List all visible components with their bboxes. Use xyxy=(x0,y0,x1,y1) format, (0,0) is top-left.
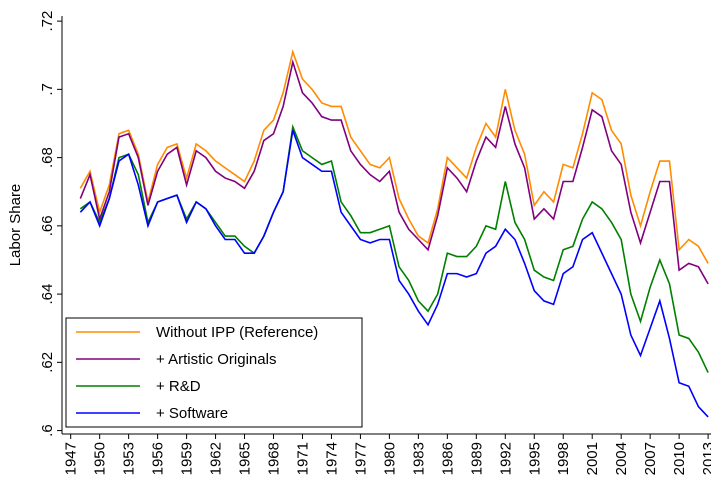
x-tick-label: 1974 xyxy=(323,442,340,475)
x-tick-label: 1995 xyxy=(526,442,543,475)
x-tick-label: 1968 xyxy=(266,442,283,475)
x-tick-label: 1971 xyxy=(294,442,311,475)
x-tick-label: 2004 xyxy=(613,442,630,475)
legend-label: + Artistic Originals xyxy=(156,351,276,368)
x-tick-label: 1998 xyxy=(555,442,572,475)
x-tick-label: 1947 xyxy=(63,442,80,475)
y-tick-label: .66 xyxy=(39,215,56,236)
x-tick-label: 1983 xyxy=(410,442,427,475)
legend-label: + Software xyxy=(156,405,228,422)
x-tick-label: 1992 xyxy=(497,442,514,475)
x-tick-label: 1989 xyxy=(468,442,485,475)
y-tick-label: .6 xyxy=(39,424,56,437)
y-tick-label: .68 xyxy=(39,147,56,168)
y-tick-label: .72 xyxy=(39,11,56,32)
x-tick-label: 1980 xyxy=(381,442,398,475)
x-tick-label: 2013 xyxy=(700,442,711,475)
legend-label: + R&D xyxy=(156,378,201,395)
series-line xyxy=(79,130,709,418)
x-tick-label: 2010 xyxy=(671,442,688,475)
x-tick-label: 1977 xyxy=(352,442,369,475)
x-tick-label: 1956 xyxy=(150,442,167,475)
x-tick-label: 1962 xyxy=(208,442,225,475)
x-tick-label: 2001 xyxy=(584,442,601,475)
x-tick-label: 2007 xyxy=(642,442,659,475)
legend-label: Without IPP (Reference) xyxy=(156,324,318,341)
x-tick-label: 1959 xyxy=(179,442,196,475)
y-tick-label: .62 xyxy=(39,352,56,373)
x-tick-label: 1950 xyxy=(92,442,109,475)
y-tick-label: .64 xyxy=(39,284,56,305)
y-axis-label: Labor Share xyxy=(7,184,24,267)
series-line xyxy=(79,123,709,373)
x-tick-label: 1953 xyxy=(121,442,138,475)
series-line xyxy=(79,48,709,264)
x-tick-label: 1965 xyxy=(237,442,254,475)
y-tick-label: .7 xyxy=(39,83,56,96)
x-tick-label: 1986 xyxy=(439,442,456,475)
legend-box xyxy=(65,317,363,428)
series-line xyxy=(79,58,709,285)
